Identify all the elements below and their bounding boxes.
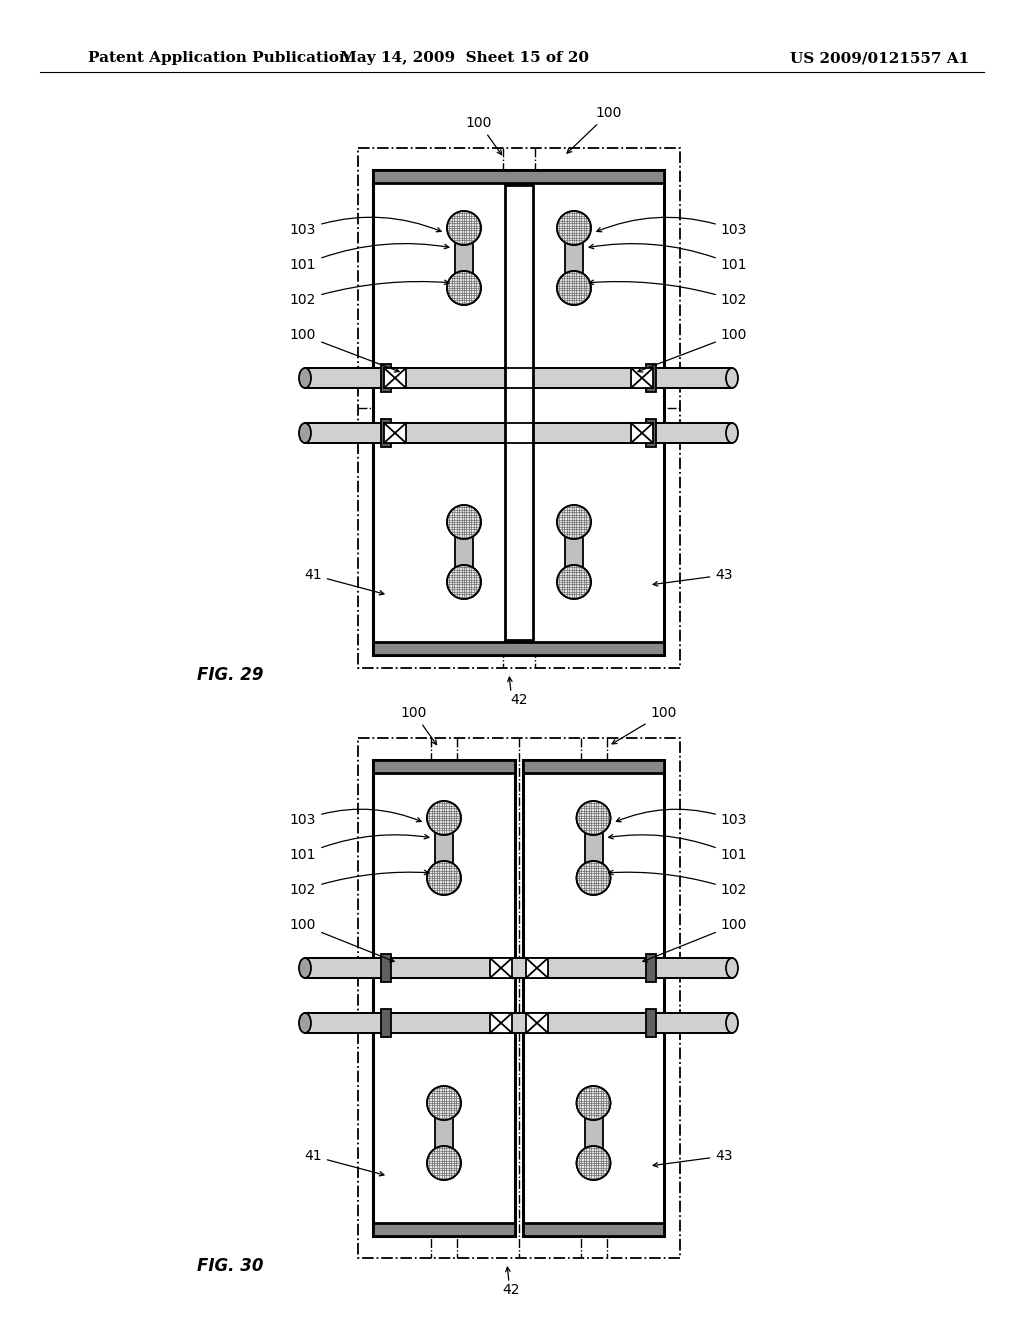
- Text: 101: 101: [589, 244, 748, 272]
- Text: 100: 100: [400, 706, 436, 744]
- Bar: [505, 185, 534, 640]
- Text: 101: 101: [290, 244, 449, 272]
- Text: 103: 103: [290, 218, 441, 238]
- Text: 101: 101: [608, 834, 748, 862]
- Bar: [373, 760, 515, 774]
- Circle shape: [577, 1146, 610, 1180]
- Bar: [526, 958, 548, 978]
- Bar: [565, 531, 583, 573]
- Bar: [585, 828, 602, 869]
- Ellipse shape: [726, 422, 738, 444]
- Text: 100: 100: [643, 917, 748, 962]
- Ellipse shape: [726, 958, 738, 978]
- Ellipse shape: [726, 1012, 738, 1034]
- Bar: [435, 828, 453, 869]
- Text: 100: 100: [290, 917, 394, 962]
- Circle shape: [427, 1086, 461, 1119]
- Bar: [455, 531, 473, 573]
- Bar: [646, 1008, 656, 1038]
- Bar: [565, 238, 583, 279]
- Circle shape: [427, 861, 461, 895]
- Text: 100: 100: [638, 327, 748, 372]
- Text: 102: 102: [608, 870, 748, 898]
- Bar: [381, 418, 391, 447]
- Bar: [305, 1012, 732, 1034]
- Bar: [384, 422, 406, 444]
- Text: 100: 100: [612, 706, 677, 744]
- Circle shape: [577, 861, 610, 895]
- Bar: [631, 422, 653, 444]
- Bar: [490, 1012, 512, 1034]
- Ellipse shape: [299, 1012, 311, 1034]
- Text: 43: 43: [653, 1148, 733, 1167]
- Circle shape: [447, 565, 481, 599]
- Bar: [381, 954, 391, 982]
- Bar: [646, 364, 656, 392]
- Ellipse shape: [299, 422, 311, 444]
- Text: Patent Application Publication: Patent Application Publication: [88, 51, 350, 65]
- Bar: [373, 760, 515, 1236]
- Bar: [358, 738, 680, 1258]
- Circle shape: [557, 506, 591, 539]
- Bar: [455, 238, 473, 279]
- Text: 43: 43: [653, 568, 733, 586]
- Bar: [381, 364, 391, 392]
- Circle shape: [447, 271, 481, 305]
- Text: May 14, 2009  Sheet 15 of 20: May 14, 2009 Sheet 15 of 20: [341, 51, 590, 65]
- Text: 103: 103: [290, 809, 421, 828]
- Ellipse shape: [299, 958, 311, 978]
- Circle shape: [427, 801, 461, 836]
- Text: 102: 102: [290, 870, 429, 898]
- Bar: [646, 418, 656, 447]
- Text: FIG. 30: FIG. 30: [197, 1257, 263, 1275]
- Bar: [490, 958, 512, 978]
- Ellipse shape: [726, 368, 738, 388]
- Text: 100: 100: [466, 116, 502, 154]
- Bar: [384, 368, 406, 388]
- Bar: [373, 1224, 515, 1236]
- Bar: [381, 1008, 391, 1038]
- Text: 42: 42: [510, 693, 527, 708]
- Text: 100: 100: [567, 106, 623, 153]
- Circle shape: [577, 1086, 610, 1119]
- Bar: [523, 1224, 664, 1236]
- Bar: [523, 760, 664, 774]
- Ellipse shape: [299, 368, 311, 388]
- Bar: [358, 148, 680, 668]
- Bar: [305, 958, 732, 978]
- Text: 101: 101: [290, 834, 429, 862]
- Circle shape: [577, 801, 610, 836]
- Text: 102: 102: [290, 280, 449, 308]
- Circle shape: [557, 565, 591, 599]
- Bar: [305, 368, 732, 388]
- Circle shape: [557, 211, 591, 246]
- Bar: [646, 954, 656, 982]
- Text: US 2009/0121557 A1: US 2009/0121557 A1: [791, 51, 970, 65]
- Text: FIG. 29: FIG. 29: [197, 667, 263, 684]
- Text: 41: 41: [304, 568, 384, 595]
- Text: 102: 102: [589, 280, 748, 308]
- Text: 103: 103: [616, 809, 748, 828]
- Text: 103: 103: [597, 218, 748, 238]
- Text: 41: 41: [304, 1148, 384, 1176]
- Text: 100: 100: [290, 327, 399, 372]
- Circle shape: [557, 271, 591, 305]
- Bar: [523, 760, 664, 1236]
- Bar: [526, 1012, 548, 1034]
- Circle shape: [447, 211, 481, 246]
- Bar: [585, 1111, 602, 1154]
- Bar: [373, 642, 664, 655]
- Bar: [373, 170, 664, 183]
- Bar: [631, 368, 653, 388]
- Bar: [435, 1111, 453, 1154]
- Circle shape: [427, 1146, 461, 1180]
- Text: 42: 42: [502, 1283, 520, 1298]
- Circle shape: [447, 506, 481, 539]
- Bar: [373, 170, 664, 655]
- Bar: [305, 422, 732, 444]
